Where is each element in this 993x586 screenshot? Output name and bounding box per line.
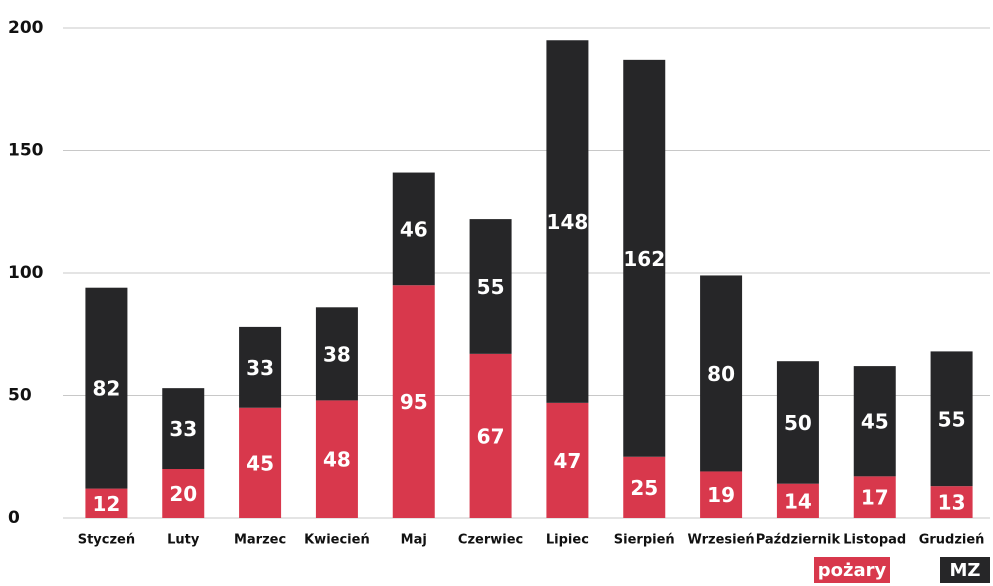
bar-segment (162, 388, 205, 469)
x-tick-label: Maj (401, 533, 427, 548)
bar-segment (392, 285, 435, 518)
value-label: 25 (630, 476, 658, 500)
x-tick-label: Grudzień (919, 533, 985, 548)
x-tick-label: Styczeń (78, 533, 135, 548)
legend-label: pożary (818, 560, 887, 581)
x-tick-label: Luty (167, 533, 200, 548)
bar-segment (315, 400, 358, 518)
value-label: 13 (938, 491, 966, 515)
x-tick-label: Kwiecień (304, 533, 370, 548)
value-label: 162 (623, 247, 665, 271)
bar-segment (930, 486, 973, 518)
legend-label: MZ (950, 560, 981, 581)
value-label: 46 (400, 217, 428, 241)
x-tick-label: Marzec (234, 533, 286, 548)
bar-segment (930, 351, 973, 487)
x-tick-label: Lipiec (546, 533, 589, 548)
bar-segment (853, 476, 896, 518)
x-tick-label: Czerwiec (458, 533, 523, 548)
value-label: 17 (861, 486, 889, 510)
bar-segment (162, 469, 205, 518)
bar-segment (623, 456, 666, 518)
bar-segment (239, 326, 282, 408)
bar-segment (853, 366, 896, 477)
value-label: 45 (246, 451, 274, 475)
legend-swatch (940, 557, 990, 583)
legend-swatch (814, 557, 890, 583)
bar-segment (85, 488, 128, 518)
bar-segment (776, 361, 819, 484)
y-tick-label: 50 (8, 386, 32, 406)
value-label: 14 (784, 489, 812, 513)
bar-segment (239, 407, 282, 518)
value-label: 19 (707, 483, 735, 507)
y-tick-label: 100 (8, 263, 44, 283)
bar-segment (700, 471, 743, 518)
bar-segment (776, 483, 819, 518)
value-label: 67 (477, 424, 505, 448)
value-label: 50 (784, 411, 812, 435)
value-label: 95 (400, 390, 428, 414)
bar-segment (85, 287, 128, 489)
bar-segment (469, 219, 512, 354)
value-label: 45 (861, 410, 889, 434)
bar-segment (469, 353, 512, 518)
value-label: 82 (92, 377, 120, 401)
value-label: 20 (169, 482, 197, 506)
bar-segment (623, 59, 666, 457)
value-label: 148 (547, 210, 589, 234)
bar-segment (546, 40, 589, 403)
value-label: 55 (938, 407, 966, 431)
value-label: 12 (92, 492, 120, 516)
value-label: 80 (707, 362, 735, 386)
bar-segment (700, 275, 743, 472)
bar-segment (546, 402, 589, 518)
value-label: 47 (553, 449, 581, 473)
value-label: 33 (169, 417, 197, 441)
x-tick-label: Listopad (843, 533, 906, 548)
x-tick-label: Październik (756, 533, 841, 548)
x-tick-label: Wrzesień (687, 533, 754, 548)
y-tick-label: 0 (8, 508, 20, 528)
value-label: 55 (477, 275, 505, 299)
bar-segment (315, 307, 358, 401)
value-label: 33 (246, 356, 274, 380)
bar-segment (392, 172, 435, 286)
y-tick-label: 150 (8, 141, 44, 161)
value-label: 38 (323, 342, 351, 366)
x-tick-label: Sierpień (614, 533, 675, 548)
y-tick-label: 200 (8, 18, 44, 38)
value-label: 48 (323, 448, 351, 472)
